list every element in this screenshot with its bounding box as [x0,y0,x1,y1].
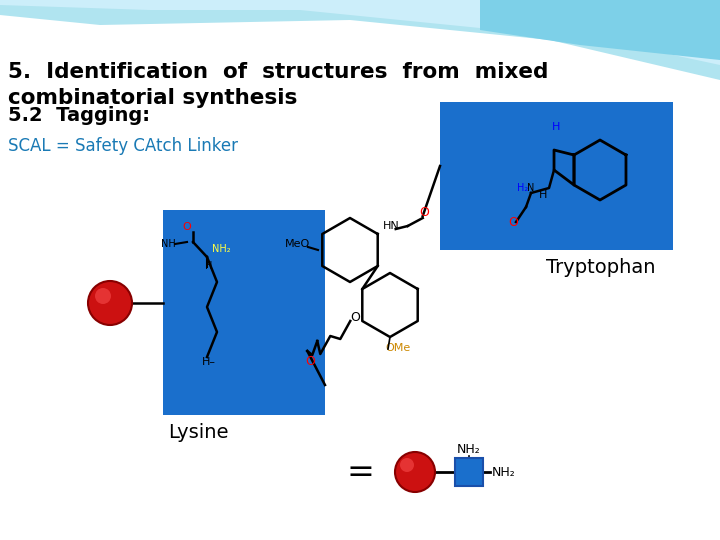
Text: NH₂: NH₂ [212,244,230,254]
Polygon shape [480,0,720,60]
Text: OMe: OMe [385,343,410,353]
Text: Lysine: Lysine [168,423,228,442]
Text: H: H [205,261,212,271]
Text: combinatorial synthesis: combinatorial synthesis [8,88,297,108]
Text: O: O [305,355,315,368]
Text: HN: HN [383,221,400,231]
Text: =: = [346,456,374,489]
Text: N: N [527,183,534,193]
Text: O: O [420,206,430,219]
Text: NH₂: NH₂ [492,465,516,478]
Circle shape [95,288,111,304]
Text: NH₂: NH₂ [457,443,481,456]
Text: H: H [552,122,560,132]
Text: NH: NH [161,239,176,249]
Text: O: O [351,311,360,324]
Text: 5.  Identification  of  structures  from  mixed: 5. Identification of structures from mix… [8,62,549,82]
Text: H₂: H₂ [517,183,528,193]
Circle shape [400,458,414,472]
Text: SCAL = Safety CAtch Linker: SCAL = Safety CAtch Linker [8,137,238,155]
Text: 5.2  Tagging:: 5.2 Tagging: [8,106,150,125]
Bar [163,210,325,415]
Bar [455,458,483,486]
Text: Tryptophan: Tryptophan [546,258,655,277]
Polygon shape [0,0,720,80]
Text: O: O [182,222,191,232]
Text: H: H [539,190,547,200]
Text: H–: H– [202,357,216,367]
Circle shape [395,452,435,492]
Text: O: O [508,216,518,229]
Bar [0,80,720,540]
Circle shape [88,281,132,325]
Text: MeO: MeO [285,239,310,249]
Bar [440,102,673,250]
Polygon shape [0,0,720,65]
